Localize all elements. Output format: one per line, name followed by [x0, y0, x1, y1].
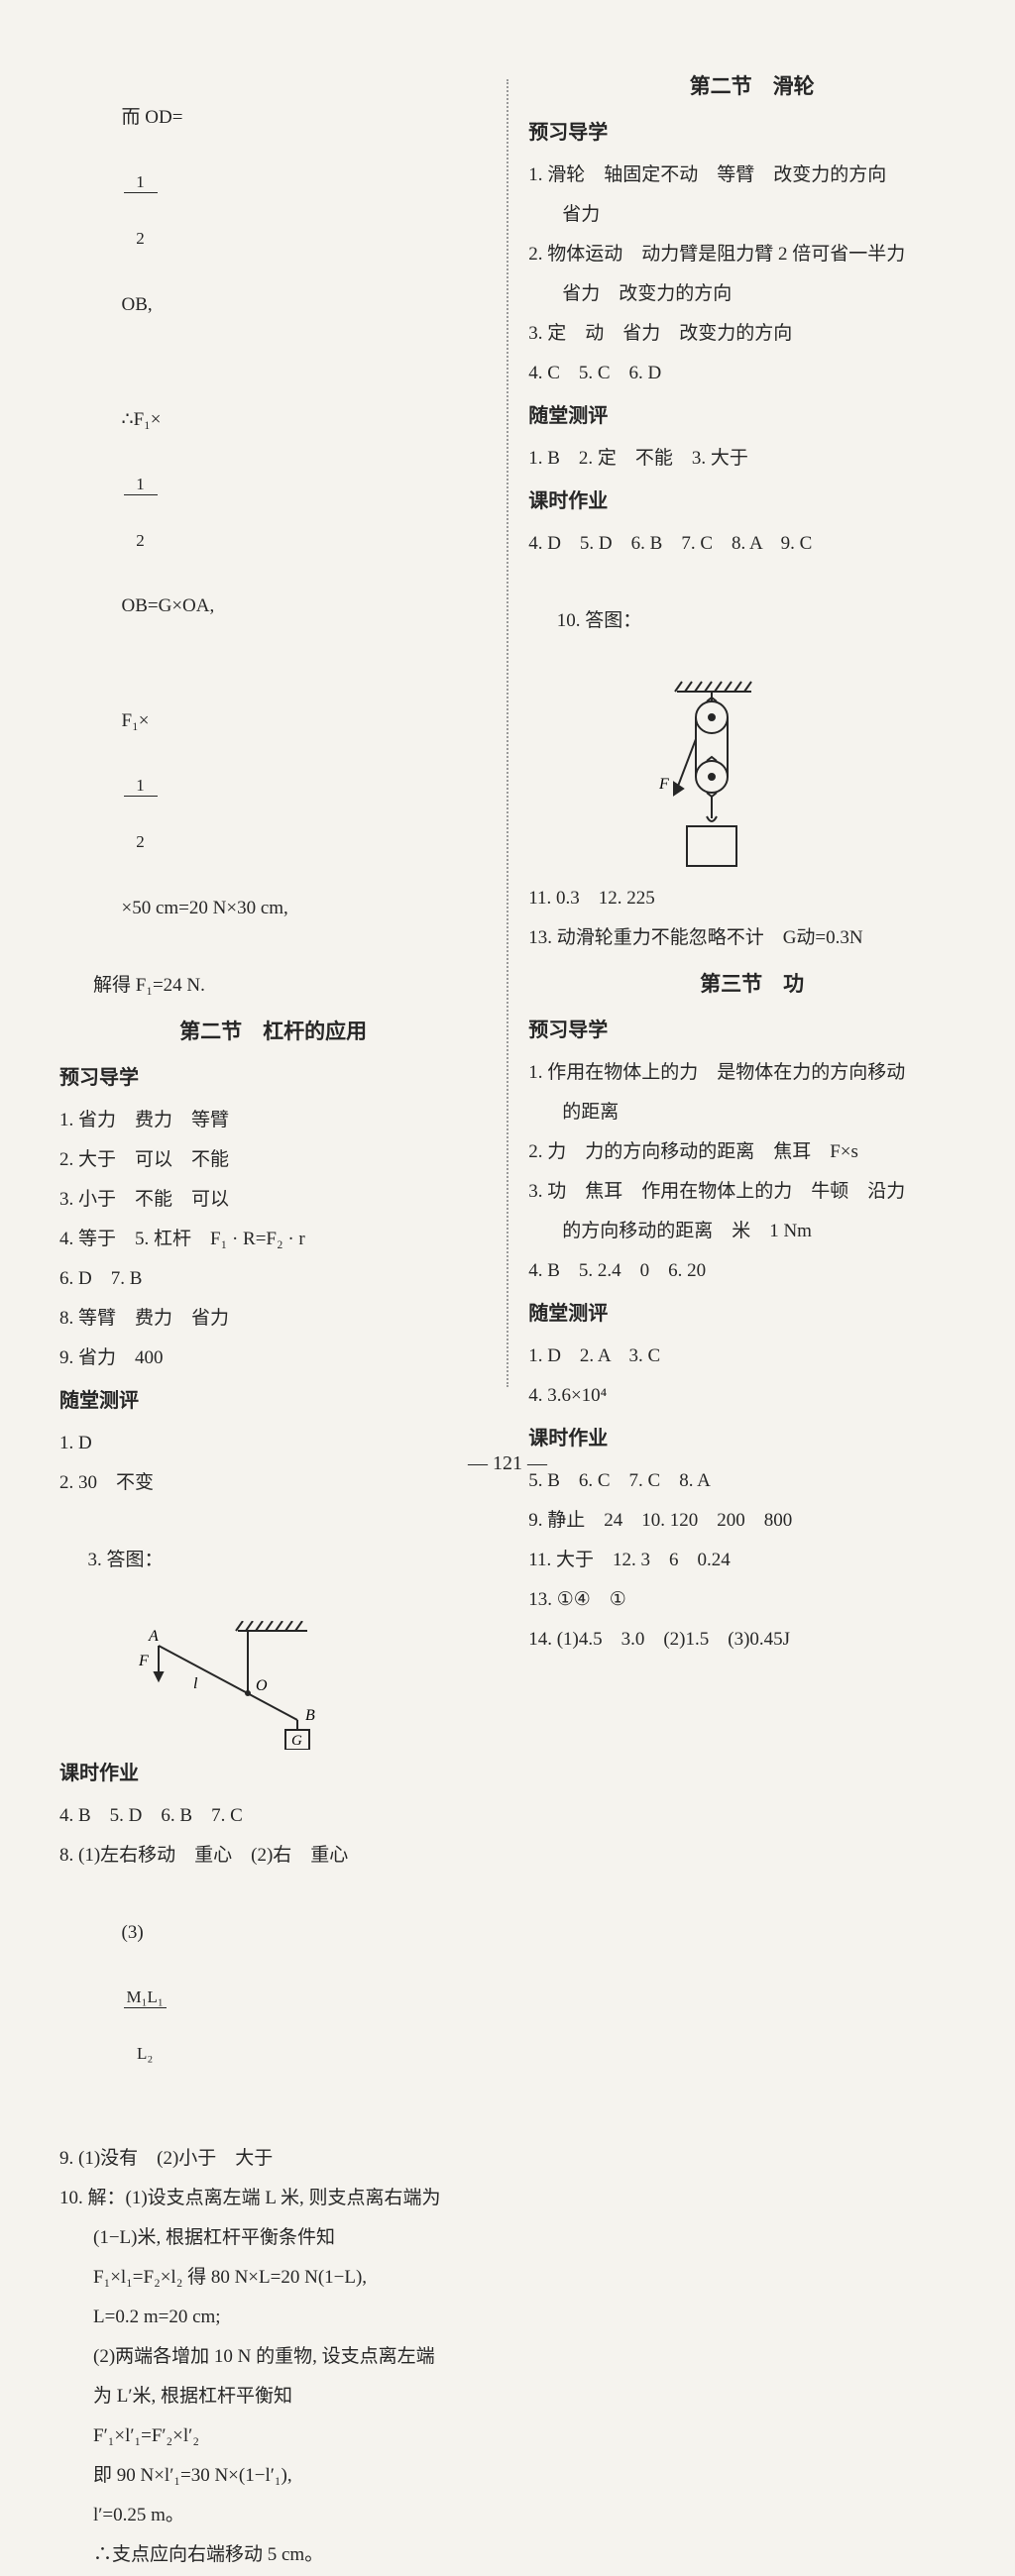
column-divider: [507, 79, 508, 1387]
page-container: 而 OD= 1 2 OB, ∴F₁× 1 2 OB=G×OA, F₁× 1 2 …: [40, 59, 975, 2576]
subheading: 预习导学: [528, 1011, 975, 1050]
answer-line: 3. 小于 不能 可以: [59, 1181, 487, 1219]
answer-line: 4. 3.6×10⁴: [528, 1377, 975, 1415]
section-title: 第三节 功: [528, 963, 975, 1005]
text: ∴F₁×: [122, 409, 162, 430]
numerator: 1: [124, 476, 158, 495]
label-O: O: [256, 1677, 268, 1694]
label-B: B: [305, 1707, 315, 1724]
answer-line: 的方向移动的距离 米 1 Nm: [528, 1213, 975, 1250]
denominator: 2: [124, 532, 158, 551]
equation-line: ∴F₁× 1 2 OB=G×OA,: [59, 364, 487, 664]
numerator: M₁L₁: [124, 1988, 167, 2008]
answer-line: 13. ①④ ①: [528, 1581, 975, 1619]
text: F₁×: [122, 710, 150, 731]
answer-line: 11. 0.3 12. 225: [528, 880, 975, 917]
equation-line: 而 OD= 1 2 OB,: [59, 61, 487, 362]
answer-line: 1. 作用在物体上的力 是物体在力的方向移动: [528, 1054, 975, 1092]
answer-line: 8. (1)左右移动 重心 (2)右 重心: [59, 1837, 487, 1875]
text: 而 OD=: [122, 107, 183, 128]
answer-line: 11. 大于 12. 3 6 0.24: [528, 1542, 975, 1579]
answer-line: 1. B 2. 定 不能 3. 大于: [528, 440, 975, 478]
denominator: 2: [124, 833, 158, 852]
denominator: 2: [124, 230, 158, 249]
answer-line: ∴支点应向右端移动 5 cm。: [59, 2536, 487, 2574]
fraction: 1 2: [124, 137, 158, 286]
answer-line: 4. 等于 5. 杠杆 F₁ · R=F₂ · r: [59, 1221, 487, 1258]
subheading: 随堂测评: [528, 396, 975, 436]
label-F: F: [658, 776, 669, 793]
answer-line: 9. 静止 24 10. 120 200 800: [528, 1502, 975, 1540]
text: 10. 答图：: [557, 610, 642, 631]
right-column: 第二节 滑轮 预习导学 1. 滑轮 轴固定不动 等臂 改变力的方向 省力 2. …: [528, 59, 975, 2576]
text: OB,: [122, 294, 153, 315]
label-G: G: [291, 1733, 302, 1749]
section-title: 第二节 滑轮: [528, 65, 975, 107]
answer-line: F′₁×l′₁=F′₂×l′₂: [59, 2417, 487, 2455]
answer-line: 1. D 2. A 3. C: [528, 1338, 975, 1375]
left-column: 而 OD= 1 2 OB, ∴F₁× 1 2 OB=G×OA, F₁× 1 2 …: [40, 59, 487, 2576]
equation-line: F₁× 1 2 ×50 cm=20 N×30 cm,: [59, 665, 487, 965]
answer-line: 4. D 5. D 6. B 7. C 8. A 9. C: [528, 525, 975, 563]
fraction: 1 2: [124, 740, 158, 890]
subheading: 预习导学: [59, 1058, 487, 1098]
fraction: 1 2: [124, 439, 158, 589]
answer-line: 10. 解：(1)设支点离左端 L 米, 则支点离右端为: [59, 2180, 487, 2217]
answer-line: 3. 定 动 省力 改变力的方向: [528, 315, 975, 353]
answer-line: 3. 功 焦耳 作用在物体上的力 牛顿 沿力: [528, 1173, 975, 1211]
answer-line: (1−L)米, 根据杠杆平衡条件知: [59, 2219, 487, 2257]
answer-line: (2)两端各增加 10 N 的重物, 设支点离左端: [59, 2338, 487, 2376]
answer-line: 10. 答图：: [528, 565, 975, 678]
answer-line: 即 90 N×l′₁=30 N×(1−l′₁),: [59, 2457, 487, 2495]
answer-line: 6. D 7. B: [59, 1260, 487, 1298]
subheading: 随堂测评: [59, 1381, 487, 1421]
denominator: L₂: [124, 2045, 167, 2064]
fraction: M₁L₁ L₂: [124, 1952, 167, 2101]
pulley-diagram: F: [647, 680, 975, 878]
answer-line: 省力: [528, 196, 975, 234]
answer-line: L=0.2 m=20 cm;: [59, 2299, 487, 2336]
page-number: — 121 —: [0, 1452, 1015, 1475]
lever-diagram: A F l O B G: [119, 1621, 487, 1750]
answer-line: 为 L′米, 根据杠杆平衡知: [59, 2378, 487, 2415]
text: 3. 答图：: [88, 1550, 164, 1570]
answer-line: 8. 等臂 费力 省力: [59, 1300, 487, 1338]
label-F: F: [138, 1653, 149, 1669]
section-title: 第二节 杠杆的应用: [59, 1011, 487, 1052]
answer-line: 4. B 5. 2.4 0 6. 20: [528, 1252, 975, 1290]
answer-line: l′=0.25 m。: [59, 2497, 487, 2534]
subheading: 课时作业: [59, 1754, 487, 1793]
text: OB=G×OA,: [122, 595, 215, 616]
answer-line: (3) M₁L₁ L₂: [59, 1877, 487, 2139]
answer-line: 3. 答图：: [59, 1504, 487, 1617]
lever-svg: A F l O B G: [119, 1621, 317, 1750]
answer-line: 2. 物体运动 动力臂是阻力臂 2 倍可省一半力: [528, 236, 975, 273]
numerator: 1: [124, 777, 158, 797]
answer-line: 14. (1)4.5 3.0 (2)1.5 (3)0.45J: [528, 1621, 975, 1659]
answer-line: 13. 动滑轮重力不能忽略不计 G动=0.3N: [528, 919, 975, 957]
pulley-svg: F: [647, 680, 766, 878]
subheading: 预习导学: [528, 113, 975, 153]
numerator: 1: [124, 173, 158, 193]
label-l: l: [193, 1675, 198, 1692]
answer-line: 的距离: [528, 1094, 975, 1131]
answer-line: 省力 改变力的方向: [528, 275, 975, 313]
answer-line: 4. C 5. C 6. D: [528, 355, 975, 392]
answer-line: 2. 力 力的方向移动的距离 焦耳 F×s: [528, 1133, 975, 1171]
answer-line: F₁×l₁=F₂×l₂ 得 80 N×L=20 N(1−L),: [59, 2259, 487, 2297]
answer-line: 2. 大于 可以 不能: [59, 1141, 487, 1179]
answer-line: 1. 滑轮 轴固定不动 等臂 改变力的方向: [528, 157, 975, 194]
answer-line: 9. 省力 400: [59, 1340, 487, 1377]
answer-line: 4. B 5. D 6. B 7. C: [59, 1797, 487, 1835]
answer-line: 1. 省力 费力 等臂: [59, 1102, 487, 1139]
equation-line: 解得 F₁=24 N.: [59, 967, 487, 1005]
text: (3): [122, 1922, 144, 1943]
answer-line: 9. (1)没有 (2)小于 大于: [59, 2140, 487, 2178]
text: ×50 cm=20 N×30 cm,: [122, 898, 288, 918]
label-A: A: [148, 1628, 159, 1645]
subheading: 随堂测评: [528, 1294, 975, 1334]
subheading: 课时作业: [528, 482, 975, 521]
